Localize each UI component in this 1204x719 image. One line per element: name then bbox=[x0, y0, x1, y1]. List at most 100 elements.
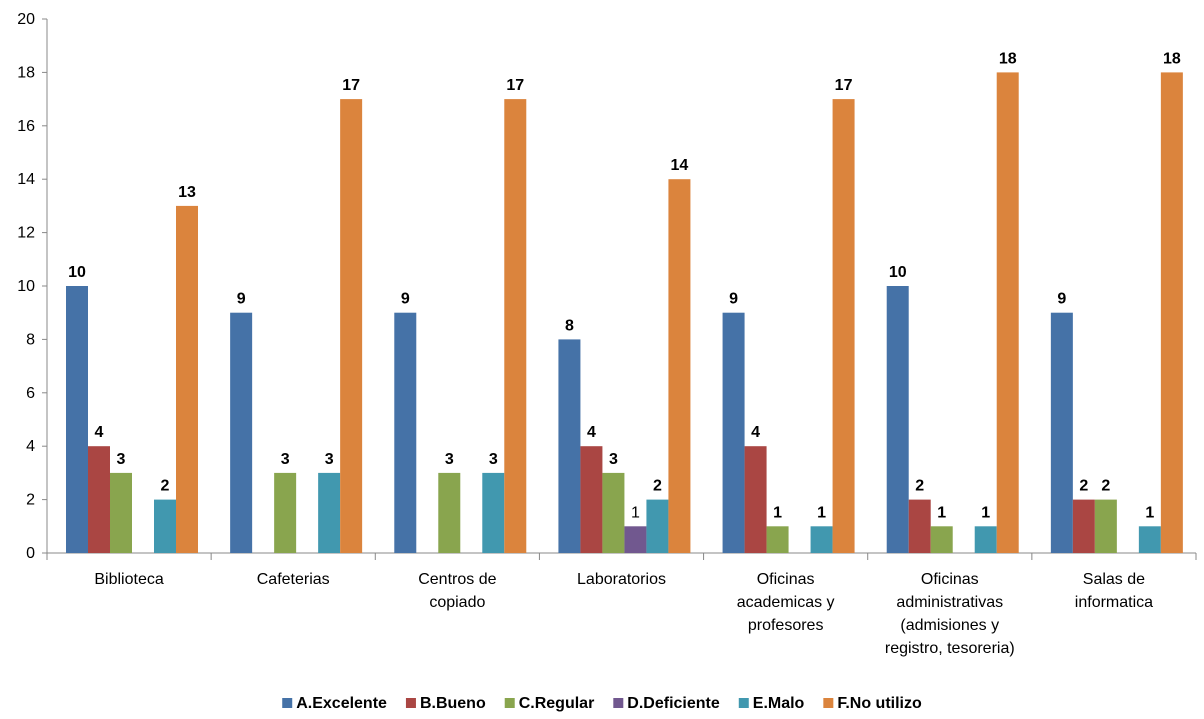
category-label: Cafeterias bbox=[257, 571, 330, 588]
data-label: 4 bbox=[751, 424, 760, 441]
bar bbox=[1050, 312, 1073, 553]
bar bbox=[886, 286, 909, 553]
data-label: 10 bbox=[68, 264, 86, 281]
data-label: 4 bbox=[587, 424, 596, 441]
legend-label: D.Deficiente bbox=[627, 695, 720, 712]
category-label: (admisiones y bbox=[900, 617, 999, 634]
y-tick-label: 18 bbox=[17, 64, 35, 81]
bar bbox=[110, 472, 132, 553]
bar bbox=[722, 312, 745, 553]
bar bbox=[602, 472, 625, 553]
bar bbox=[1072, 499, 1095, 553]
y-tick-label: 8 bbox=[26, 331, 35, 348]
bar bbox=[832, 99, 855, 553]
y-tick-label: 20 bbox=[17, 11, 35, 28]
data-label: 1 bbox=[631, 504, 640, 521]
bar bbox=[504, 99, 527, 553]
data-label: 1 bbox=[817, 504, 826, 521]
bar bbox=[974, 526, 997, 553]
data-label: 18 bbox=[1163, 50, 1181, 67]
bar bbox=[766, 526, 789, 553]
bar bbox=[88, 446, 110, 553]
bar bbox=[482, 472, 505, 553]
bar bbox=[230, 312, 253, 553]
data-label: 3 bbox=[281, 451, 290, 468]
category-label: administrativas bbox=[896, 594, 1003, 611]
data-label: 9 bbox=[401, 291, 410, 308]
bar bbox=[908, 499, 931, 553]
bar bbox=[558, 339, 581, 553]
category-label: Laboratorios bbox=[577, 571, 666, 588]
legend-label: F.No utilizo bbox=[837, 695, 922, 712]
y-tick-label: 10 bbox=[17, 278, 35, 295]
category-label: Biblioteca bbox=[94, 571, 163, 588]
bar bbox=[438, 472, 461, 553]
legend-swatch bbox=[504, 698, 515, 708]
legend: A.Excelente B.Bueno C.Regular D.Deficiente E… bbox=[282, 695, 922, 712]
data-label: 3 bbox=[489, 451, 498, 468]
bar bbox=[1094, 499, 1117, 553]
data-label: 17 bbox=[835, 77, 853, 94]
y-tick-labels: 0 2 4 6 8 10 12 14 16 18 20 bbox=[17, 11, 35, 562]
bar bbox=[154, 499, 176, 553]
y-tick-label: 12 bbox=[17, 225, 35, 242]
data-label: 8 bbox=[565, 317, 574, 334]
category-label: Oficinas bbox=[757, 571, 815, 588]
bar bbox=[176, 205, 198, 553]
data-label: 13 bbox=[178, 184, 196, 201]
bar bbox=[744, 446, 767, 553]
data-label: 1 bbox=[981, 504, 990, 521]
category-label: Oficinas bbox=[921, 571, 979, 588]
y-tick-label: 2 bbox=[26, 492, 35, 509]
data-label: 3 bbox=[117, 451, 126, 468]
category-label: registro, tesoreria) bbox=[885, 640, 1015, 657]
bar bbox=[1160, 72, 1183, 554]
bar bbox=[394, 312, 417, 553]
category-label: academicas y bbox=[737, 594, 835, 611]
bar bbox=[810, 526, 833, 553]
bar bbox=[1138, 526, 1161, 553]
data-label: 1 bbox=[773, 504, 782, 521]
bar bbox=[930, 526, 953, 553]
bars bbox=[66, 72, 1183, 554]
bar bbox=[580, 446, 603, 553]
data-label: 9 bbox=[1057, 291, 1066, 308]
data-label: 9 bbox=[237, 291, 246, 308]
bar bbox=[66, 286, 88, 553]
data-label: 4 bbox=[95, 424, 104, 441]
legend-label: B.Bueno bbox=[420, 695, 486, 712]
category-label: informatica bbox=[1075, 594, 1153, 611]
data-label: 2 bbox=[653, 478, 662, 495]
category-label: profesores bbox=[748, 617, 824, 634]
y-tick-label: 6 bbox=[26, 385, 35, 402]
data-label: 10 bbox=[889, 264, 907, 281]
data-label: 14 bbox=[671, 157, 689, 174]
y-tick-label: 0 bbox=[26, 545, 35, 562]
bar bbox=[274, 472, 297, 553]
data-label: 2 bbox=[161, 478, 170, 495]
legend-swatch bbox=[613, 698, 624, 708]
data-label: 3 bbox=[609, 451, 618, 468]
data-label: 1 bbox=[1145, 504, 1154, 521]
bar bbox=[996, 72, 1019, 554]
legend-swatch bbox=[282, 698, 293, 708]
data-label: 2 bbox=[915, 478, 924, 495]
bar bbox=[646, 499, 669, 553]
data-label: 3 bbox=[445, 451, 454, 468]
legend-label: C.Regular bbox=[519, 695, 595, 712]
legend-swatch bbox=[823, 698, 834, 708]
y-tick-label: 4 bbox=[26, 438, 35, 455]
category-label: Centros de bbox=[418, 571, 496, 588]
data-label: 18 bbox=[999, 50, 1017, 67]
category-label: copiado bbox=[429, 594, 485, 611]
bar bbox=[624, 526, 647, 553]
legend-swatch bbox=[738, 698, 749, 708]
data-label: 17 bbox=[506, 77, 524, 94]
legend-label: A.Excelente bbox=[296, 695, 387, 712]
bar bbox=[340, 99, 363, 553]
data-label: 1 bbox=[937, 504, 946, 521]
bar bbox=[318, 472, 341, 553]
y-tick-label: 14 bbox=[17, 171, 35, 188]
